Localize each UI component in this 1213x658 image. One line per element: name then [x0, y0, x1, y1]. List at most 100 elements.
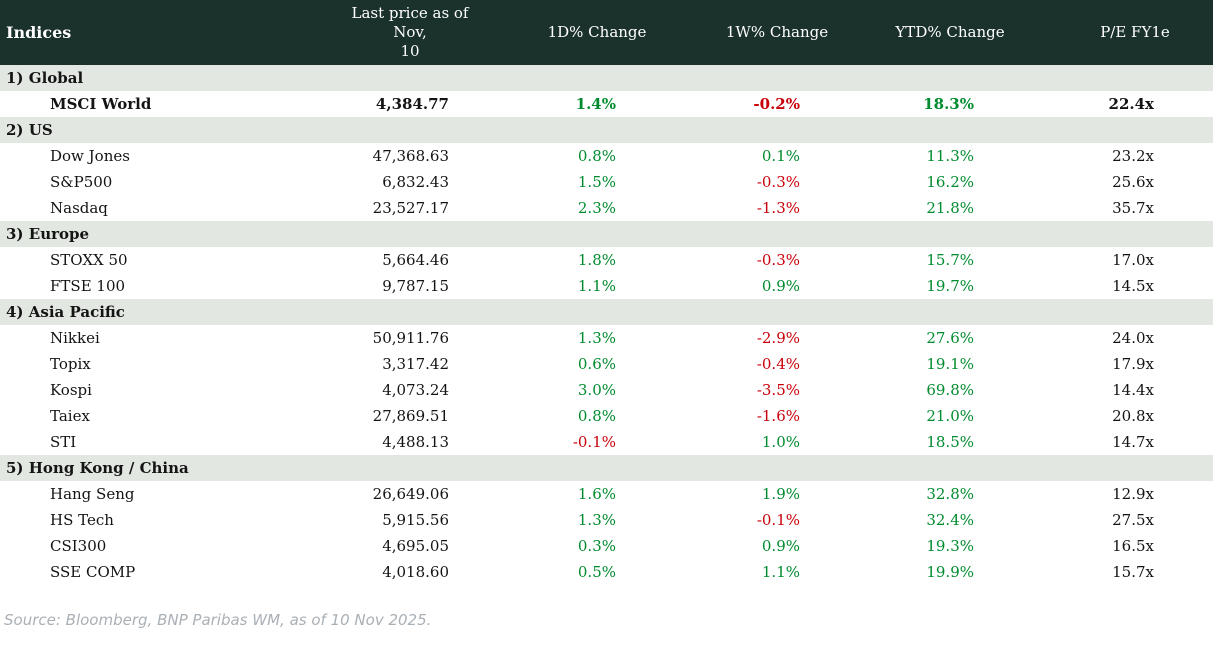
change-ytd-cell: 19.9% — [926, 563, 974, 581]
change-1d-cell: 3.0% — [577, 381, 616, 399]
change-1w-cell: 1.9% — [761, 485, 800, 503]
index-name-cell: Hang Seng — [50, 485, 135, 503]
indices-table: Indices Last price as of Nov, 10 1D% Cha… — [0, 0, 1213, 581]
change-1d-cell: 1.3% — [577, 511, 616, 529]
section-row-europe: 3) Europe — [0, 221, 1213, 247]
index-name-cell: STI — [50, 433, 77, 451]
index-row-nasdaq: Nasdaq 23,527.17 2.3% -1.3% 21.8% 35.7x — [0, 195, 1213, 221]
index-name-cell: FTSE 100 — [50, 277, 126, 295]
section-row-us: 2) US — [0, 117, 1213, 143]
index-row-dow-jones: Dow Jones 47,368.63 0.8% 0.1% 11.3% 23.2… — [0, 143, 1213, 169]
change-1d-cell: 0.5% — [577, 563, 616, 581]
section-label: 2) US — [6, 121, 53, 139]
change-1d-cell: 1.3% — [577, 329, 616, 347]
column-header-pe: P/E FY1e — [1100, 23, 1170, 41]
change-ytd-cell: 21.0% — [926, 407, 974, 425]
change-ytd-cell: 15.7% — [926, 251, 974, 269]
change-ytd-cell: 18.3% — [923, 95, 974, 113]
change-ytd-cell: 69.8% — [926, 381, 974, 399]
change-ytd-cell: 27.6% — [926, 329, 974, 347]
change-ytd-cell: 19.7% — [926, 277, 974, 295]
index-name-cell: Kospi — [50, 381, 92, 399]
change-1w-cell: -1.6% — [756, 407, 800, 425]
last-price-cell: 4,384.77 — [375, 95, 449, 113]
change-1d-cell: 0.8% — [577, 147, 616, 165]
pe-cell: 23.2x — [1112, 147, 1154, 165]
index-row-hs-tech: HS Tech 5,915.56 1.3% -0.1% 32.4% 27.5x — [0, 507, 1213, 533]
last-price-cell: 26,649.06 — [372, 485, 449, 503]
column-header-ytd-change: YTD% Change — [895, 23, 1005, 41]
pe-cell: 22.4x — [1108, 95, 1154, 113]
last-price-cell: 27,869.51 — [372, 407, 449, 425]
column-header-1w-change: 1W% Change — [725, 23, 829, 41]
pe-cell: 17.9x — [1112, 355, 1154, 373]
change-1w-cell: -0.2% — [753, 95, 800, 113]
pe-cell: 27.5x — [1112, 511, 1154, 529]
section-label: 5) Hong Kong / China — [6, 459, 189, 477]
source-note: Source: Bloomberg, BNP Paribas WM, as of… — [4, 611, 432, 629]
change-ytd-cell: 16.2% — [926, 173, 974, 191]
pe-cell: 35.7x — [1112, 199, 1154, 217]
change-1w-cell: -0.4% — [756, 355, 800, 373]
change-1d-cell: 1.5% — [577, 173, 616, 191]
index-name-cell: STOXX 50 — [50, 251, 128, 269]
change-1d-cell: 1.8% — [577, 251, 616, 269]
index-row-topix: Topix 3,317.42 0.6% -0.4% 19.1% 17.9x — [0, 351, 1213, 377]
change-1w-cell: 1.0% — [761, 433, 800, 451]
change-ytd-cell: 32.4% — [926, 511, 974, 529]
index-name-cell: S&P500 — [50, 173, 113, 191]
index-row-stoxx-50: STOXX 50 5,664.46 1.8% -0.3% 15.7% 17.0x — [0, 247, 1213, 273]
change-1w-cell: -0.3% — [756, 173, 800, 191]
index-name-cell: HS Tech — [50, 511, 114, 529]
last-price-cell: 50,911.76 — [372, 329, 449, 347]
change-ytd-cell: 18.5% — [926, 433, 974, 451]
section-label: 3) Europe — [6, 225, 90, 243]
column-header-last-price-line1: Last price as of Nov, — [351, 4, 469, 41]
last-price-cell: 4,695.05 — [382, 537, 449, 555]
pe-cell: 15.7x — [1112, 563, 1154, 581]
change-ytd-cell: 19.1% — [926, 355, 974, 373]
index-row-taiex: Taiex 27,869.51 0.8% -1.6% 21.0% 20.8x — [0, 403, 1213, 429]
index-row-nikkei: Nikkei 50,911.76 1.3% -2.9% 27.6% 24.0x — [0, 325, 1213, 351]
last-price-cell: 3,317.42 — [382, 355, 449, 373]
index-name-cell: CSI300 — [50, 537, 107, 555]
section-label: 1) Global — [6, 69, 84, 87]
column-header-indices: Indices — [6, 23, 72, 42]
column-header-last-price: Last price as of Nov, 10 — [337, 4, 483, 61]
change-ytd-cell: 21.8% — [926, 199, 974, 217]
index-name-cell: Dow Jones — [50, 147, 130, 165]
change-1d-cell: 1.6% — [577, 485, 616, 503]
last-price-cell: 9,787.15 — [382, 277, 449, 295]
section-row-global: 1) Global — [0, 65, 1213, 91]
section-label: 4) Asia Pacific — [6, 303, 125, 321]
change-ytd-cell: 19.3% — [926, 537, 974, 555]
last-price-cell: 6,832.43 — [382, 173, 449, 191]
change-1d-cell: 0.6% — [577, 355, 616, 373]
index-row-ftse-100: FTSE 100 9,787.15 1.1% 0.9% 19.7% 14.5x — [0, 273, 1213, 299]
index-row-sti: STI 4,488.13 -0.1% 1.0% 18.5% 14.7x — [0, 429, 1213, 455]
pe-cell: 25.6x — [1112, 173, 1154, 191]
change-1w-cell: 1.1% — [761, 563, 800, 581]
change-1w-cell: 0.1% — [761, 147, 800, 165]
last-price-cell: 47,368.63 — [372, 147, 449, 165]
table-header-row: Indices Last price as of Nov, 10 1D% Cha… — [0, 0, 1213, 65]
index-row-hang-seng: Hang Seng 26,649.06 1.6% 1.9% 32.8% 12.9… — [0, 481, 1213, 507]
pe-cell: 14.4x — [1112, 381, 1154, 399]
change-1d-cell: 1.4% — [575, 95, 616, 113]
change-1d-cell: -0.1% — [572, 433, 616, 451]
change-1w-cell: -0.1% — [756, 511, 800, 529]
pe-cell: 14.5x — [1112, 277, 1154, 295]
change-ytd-cell: 32.8% — [926, 485, 974, 503]
pe-cell: 17.0x — [1112, 251, 1154, 269]
column-header-1d-change: 1D% Change — [547, 23, 647, 41]
change-1w-cell: -0.3% — [756, 251, 800, 269]
section-row-asia-pacific: 4) Asia Pacific — [0, 299, 1213, 325]
index-name-cell: Topix — [50, 355, 91, 373]
index-name-cell: MSCI World — [50, 95, 152, 113]
index-row-kospi: Kospi 4,073.24 3.0% -3.5% 69.8% 14.4x — [0, 377, 1213, 403]
change-1d-cell: 1.1% — [577, 277, 616, 295]
change-1w-cell: 0.9% — [761, 277, 800, 295]
index-row-csi300: CSI300 4,695.05 0.3% 0.9% 19.3% 16.5x — [0, 533, 1213, 559]
last-price-cell: 5,915.56 — [382, 511, 449, 529]
change-1w-cell: -2.9% — [756, 329, 800, 347]
